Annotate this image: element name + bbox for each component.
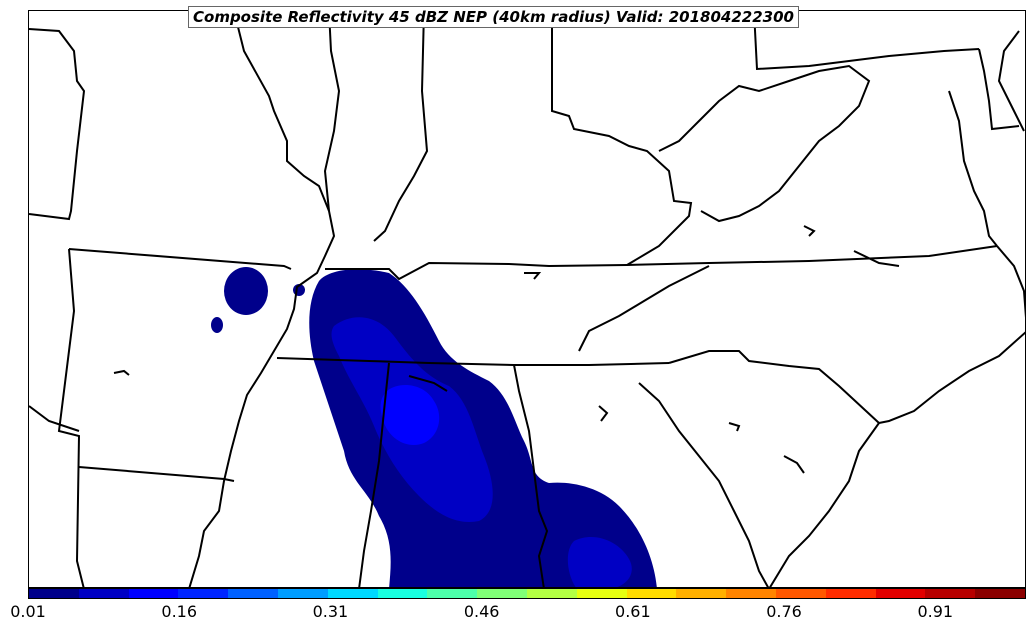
colorbar-tick-label: 0.46: [463, 602, 500, 621]
colorbar-segment: [576, 589, 627, 598]
colorbar-segment: [726, 589, 776, 598]
colorbar-segment: [775, 589, 826, 598]
map-panel: [28, 10, 1026, 588]
colorbar-tick-label: 0.61: [615, 602, 651, 621]
colorbar-segment: [526, 589, 577, 598]
colorbar-tick-label: 0.31: [312, 602, 349, 621]
probability-field: [211, 267, 657, 587]
prob-blob-arkansas: [224, 267, 268, 315]
colorbar: [28, 588, 1026, 599]
colorbar-segment: [277, 589, 328, 598]
prob-region-mid-2: [567, 537, 632, 587]
colorbar-segment: [925, 589, 976, 598]
colorbar-tick-label: 0.91: [917, 602, 954, 621]
map-title: Composite Reflectivity 45 dBZ NEP (40km …: [188, 6, 799, 28]
colorbar-segment: [228, 589, 278, 598]
prob-region-high: [380, 385, 440, 445]
colorbar-segment: [676, 589, 727, 598]
colorbar-tick-label: 0.76: [766, 602, 802, 621]
map-canvas: [29, 11, 1025, 587]
colorbar-tick-label: 0.16: [161, 602, 198, 621]
colorbar-segment: [825, 589, 876, 598]
colorbar-tick-label: 0.01: [10, 602, 46, 621]
prob-blob-small-1: [211, 317, 223, 333]
colorbar-segment: [178, 589, 229, 598]
colorbar-segment: [626, 589, 677, 598]
colorbar-segment: [875, 589, 926, 598]
colorbar-segment: [975, 589, 1025, 598]
colorbar-segment: [477, 589, 527, 598]
colorbar-segment: [327, 589, 378, 598]
boundary-lines: [29, 11, 1025, 587]
colorbar-segment: [377, 589, 428, 598]
colorbar-segment: [427, 589, 478, 598]
colorbar-segment: [78, 589, 129, 598]
colorbar-segment: [128, 589, 179, 598]
colorbar-segment: [29, 589, 79, 598]
